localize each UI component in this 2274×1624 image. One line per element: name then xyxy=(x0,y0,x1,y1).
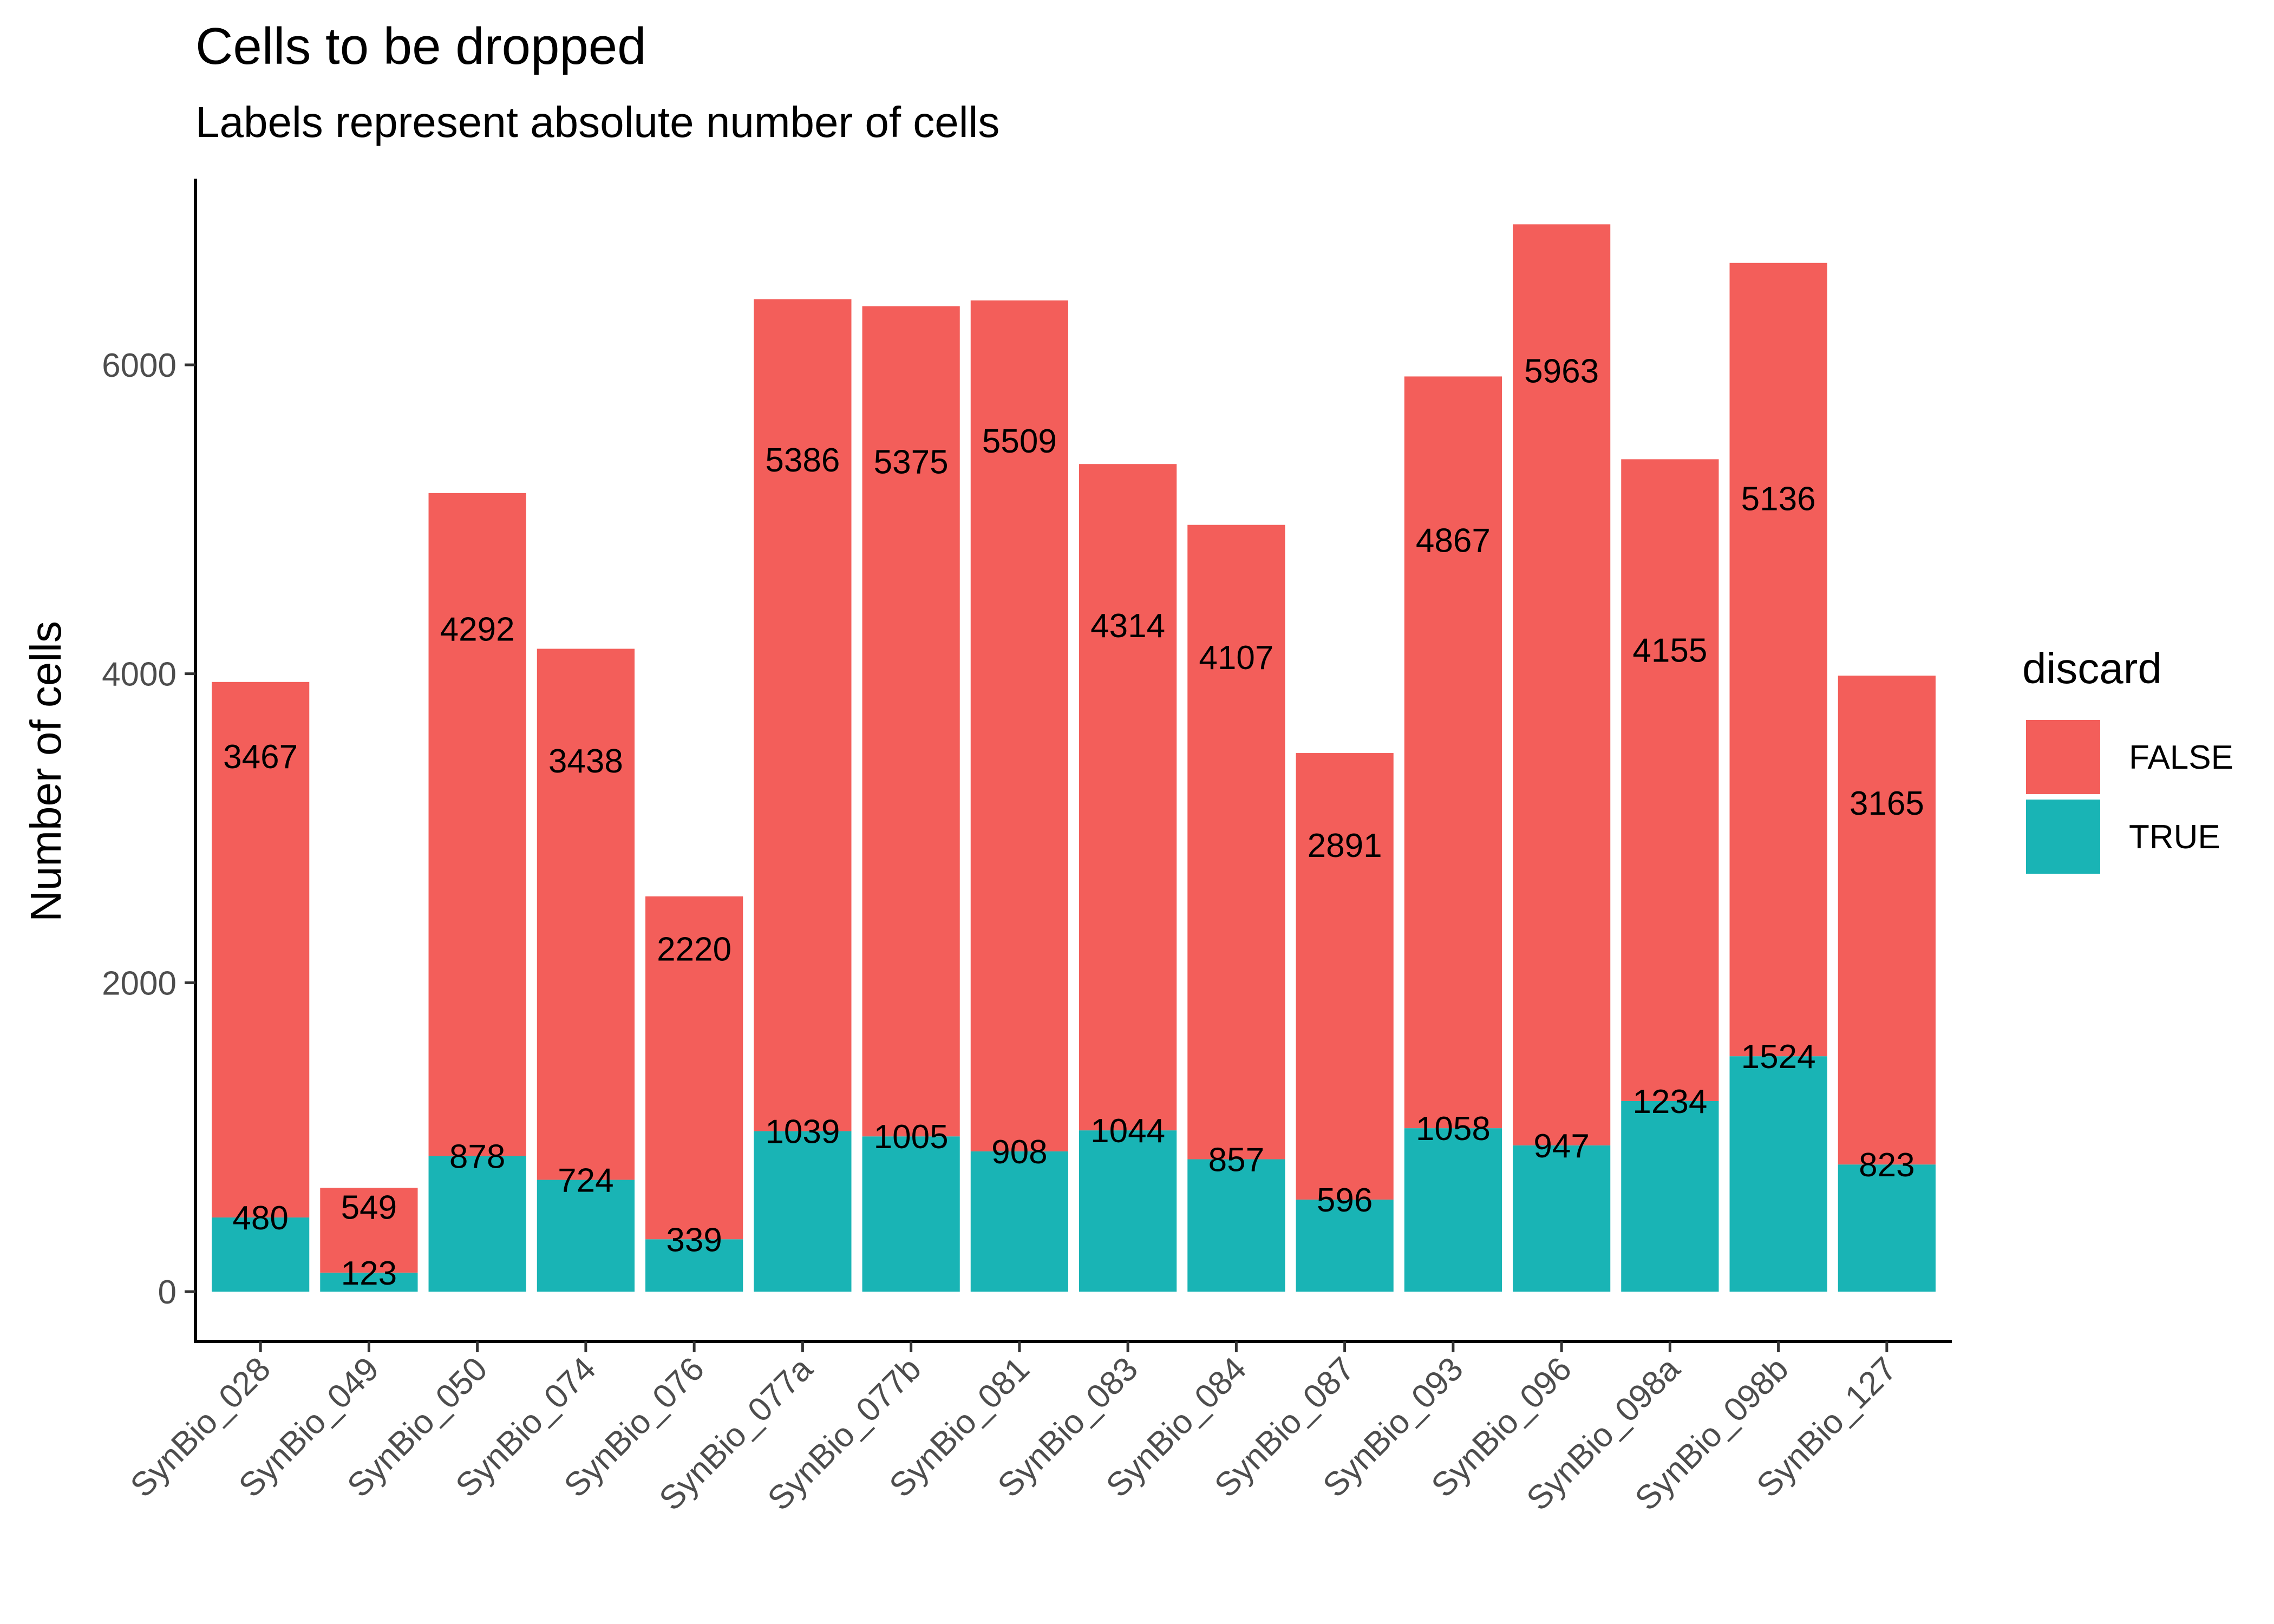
bar-true xyxy=(862,1136,960,1292)
data-label-false: 4314 xyxy=(1090,607,1165,645)
bar-true xyxy=(1838,1164,1936,1292)
data-label-false: 5509 xyxy=(982,423,1057,460)
bar-false xyxy=(970,300,1068,1151)
bar-false xyxy=(320,1188,418,1273)
bar-true xyxy=(645,1239,743,1292)
bar-true xyxy=(320,1272,418,1292)
data-label-false: 4107 xyxy=(1199,639,1273,677)
bar-false xyxy=(1838,676,1936,1165)
data-label-true: 878 xyxy=(449,1138,505,1175)
data-label-true: 123 xyxy=(341,1255,397,1292)
data-label-true: 480 xyxy=(232,1200,288,1237)
data-label-true: 1039 xyxy=(765,1114,840,1151)
legend: discard FALSE TRUE xyxy=(2022,644,2233,874)
x-axis: SynBio_028SynBio_049SynBio_050SynBio_074… xyxy=(123,1340,1952,1518)
bar-true xyxy=(537,1180,635,1292)
bar-false xyxy=(1621,459,1719,1101)
data-label-false: 3165 xyxy=(1850,785,1924,822)
data-label-true: 947 xyxy=(1533,1128,1589,1165)
bar-false xyxy=(1513,224,1611,1145)
bar-true xyxy=(1079,1130,1177,1292)
y-tick-label: 0 xyxy=(158,1274,177,1311)
data-label-false: 5963 xyxy=(1524,353,1599,390)
bar-true xyxy=(1513,1145,1611,1292)
data-label-false: 4155 xyxy=(1632,632,1707,669)
data-label-false: 2891 xyxy=(1308,827,1382,865)
legend-label: FALSE xyxy=(2129,739,2233,776)
data-label-true: 823 xyxy=(1859,1147,1914,1184)
bar-false xyxy=(645,896,743,1240)
data-label-true: 596 xyxy=(1317,1182,1373,1219)
legend-label: TRUE xyxy=(2129,818,2220,856)
bar-false xyxy=(754,299,852,1131)
bar-true xyxy=(428,1156,526,1292)
y-tick-label: 6000 xyxy=(102,347,177,384)
bar-false xyxy=(1729,263,1827,1057)
bar-true xyxy=(754,1131,852,1292)
bars-layer: 480 3467 123 549 878 4292 724 3438 339 2220 1039 53… xyxy=(212,224,1936,1292)
chart-subtitle: Labels represent absolute number of cell… xyxy=(195,98,999,146)
data-label-true: 1058 xyxy=(1416,1110,1491,1148)
data-label-true: 1524 xyxy=(1741,1038,1816,1076)
bar-true xyxy=(212,1217,310,1292)
legend-swatch xyxy=(2026,800,2100,874)
y-axis: 0 2000 4000 6000 xyxy=(102,179,197,1341)
bar-true xyxy=(1404,1128,1502,1292)
data-label-false: 549 xyxy=(341,1189,397,1226)
data-label-false: 5375 xyxy=(874,443,949,481)
data-label-false: 3438 xyxy=(548,743,623,780)
bar-false xyxy=(1296,753,1394,1200)
y-tick-label: 2000 xyxy=(102,965,177,1002)
bar-false xyxy=(862,306,960,1137)
legend-title: discard xyxy=(2022,644,2162,692)
data-label-false: 4867 xyxy=(1416,522,1491,559)
bar-false xyxy=(537,649,635,1180)
bar-false xyxy=(1404,376,1502,1129)
bar-false xyxy=(428,493,526,1156)
bar-false xyxy=(212,682,310,1218)
bar-false xyxy=(1079,464,1177,1131)
data-label-true: 1005 xyxy=(874,1118,949,1156)
data-label-true: 1234 xyxy=(1632,1083,1707,1121)
bar-true xyxy=(1187,1159,1285,1292)
data-label-true: 1044 xyxy=(1090,1112,1165,1150)
bar-true xyxy=(970,1151,1068,1292)
bar-true xyxy=(1729,1056,1827,1292)
data-label-true: 857 xyxy=(1208,1141,1264,1178)
data-label-true: 724 xyxy=(558,1162,613,1199)
bar-true xyxy=(1296,1199,1394,1292)
data-label-true: 908 xyxy=(991,1134,1047,1171)
bar-true xyxy=(1621,1101,1719,1292)
y-tick-label: 4000 xyxy=(102,656,177,693)
chart-title: Cells to be dropped xyxy=(195,17,646,75)
data-label-true: 339 xyxy=(666,1221,722,1259)
data-label-false: 5136 xyxy=(1741,481,1816,518)
data-label-false: 5386 xyxy=(765,442,840,479)
bar-false xyxy=(1187,525,1285,1160)
y-axis-title: Number of cells xyxy=(22,621,70,922)
legend-swatch xyxy=(2026,720,2100,794)
data-label-false: 3467 xyxy=(223,738,298,776)
data-label-false: 4292 xyxy=(440,611,515,648)
data-label-false: 2220 xyxy=(657,931,731,968)
